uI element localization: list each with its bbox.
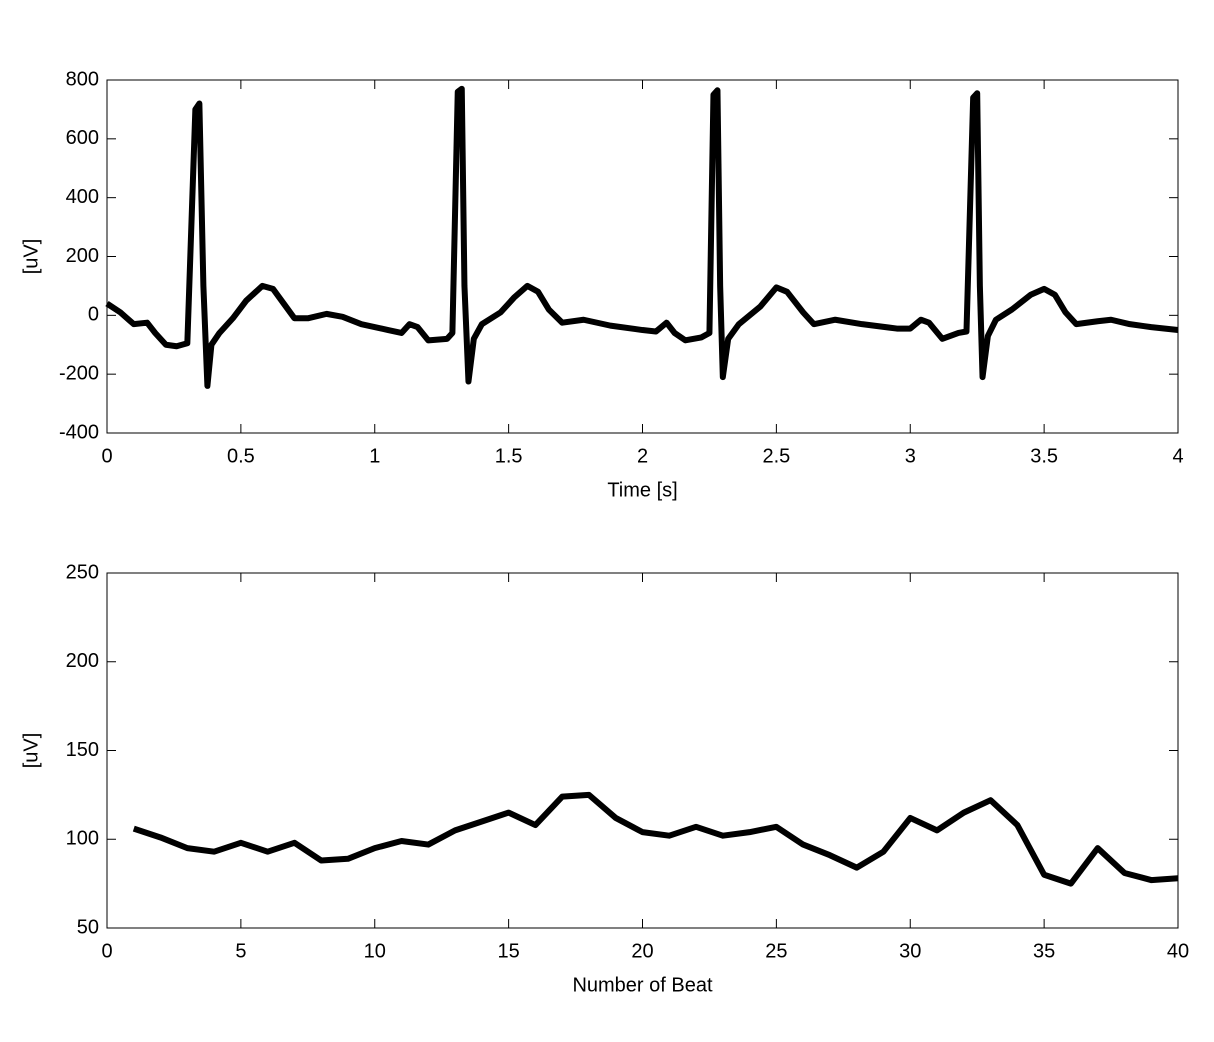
x-tick-label: 15	[498, 940, 520, 962]
x-tick-label: 0	[101, 445, 112, 467]
x-tick-label: 3.5	[1030, 445, 1058, 467]
y-axis-label: [uV]	[20, 733, 42, 769]
line-series	[132, 791, 1179, 887]
y-axis-label: [uV]	[20, 239, 42, 275]
x-tick-label: 0.5	[227, 445, 255, 467]
y-tick-label: 200	[66, 650, 99, 672]
y-tick-label: 0	[88, 304, 99, 326]
line-series	[105, 85, 1179, 389]
y-tick-label: 100	[66, 828, 99, 850]
x-tick-label: 2	[637, 445, 648, 467]
x-tick-label: 5	[235, 940, 246, 962]
x-tick-label: 2.5	[762, 445, 790, 467]
x-tick-label: 30	[899, 940, 921, 962]
axes-frame	[106, 79, 1179, 434]
y-tick-label: 50	[77, 916, 99, 938]
x-tick-label: 20	[631, 940, 653, 962]
x-axis-label: Time [s]	[607, 479, 677, 501]
x-tick-label: 0	[101, 940, 112, 962]
x-tick-label: 3	[905, 445, 916, 467]
y-tick-label: 800	[66, 68, 99, 90]
y-tick-label: 600	[66, 127, 99, 149]
y-tick-label: 400	[66, 186, 99, 208]
x-tick-label: 1.5	[495, 445, 523, 467]
x-tick-label: 35	[1033, 940, 1055, 962]
x-tick-label: 40	[1167, 940, 1189, 962]
y-tick-label: 250	[66, 561, 99, 583]
y-tick-label: -400	[59, 421, 99, 443]
x-tick-label: 10	[364, 940, 386, 962]
x-tick-label: 4	[1172, 445, 1183, 467]
y-tick-label: 150	[66, 739, 99, 761]
axes-frame	[106, 572, 1179, 929]
x-tick-label: 25	[765, 940, 787, 962]
y-tick-label: 200	[66, 245, 99, 267]
x-axis-label: Number of Beat	[572, 974, 713, 996]
x-tick-label: 1	[369, 445, 380, 467]
y-tick-label: -200	[59, 362, 99, 384]
